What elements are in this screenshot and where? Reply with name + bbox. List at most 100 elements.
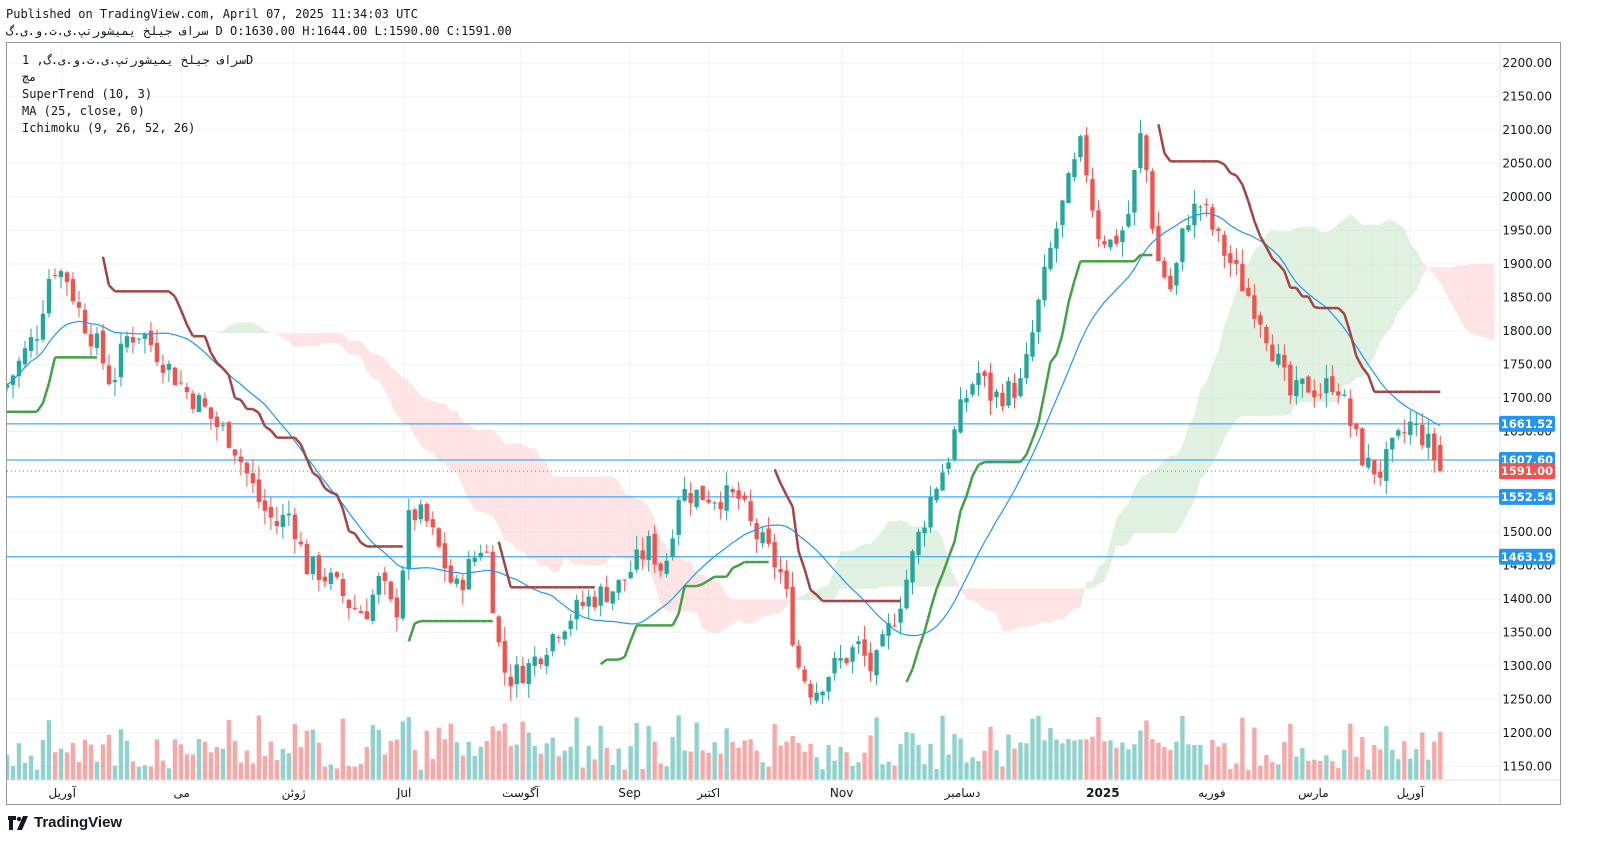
- volume-bar: [1360, 737, 1365, 780]
- candle-body: [1252, 295, 1257, 319]
- cloud-segment: [1182, 426, 1189, 524]
- volume-bar: [718, 753, 723, 780]
- supertrend-segment: [1037, 392, 1046, 424]
- cloud-segment: [1176, 446, 1183, 533]
- supertrend-segment: [1314, 305, 1321, 310]
- supertrend-segment: [227, 374, 237, 399]
- volume-bar: [16, 743, 22, 780]
- candle-body: [1366, 457, 1371, 468]
- price-chart[interactable]: 1150.00 1200.00 1250.00 1300.00 1350.00 1400.…: [7, 43, 1560, 804]
- volume-bar: [982, 750, 987, 780]
- supertrend-segment: [905, 668, 914, 683]
- price-tick-label: 1700.00: [1502, 391, 1552, 405]
- volume-bar: [220, 748, 226, 780]
- legend-supertrend[interactable]: SuperTrend (10, 3): [22, 87, 153, 101]
- cloud-segment: [954, 575, 961, 590]
- candle-body: [238, 456, 244, 463]
- volume-bar: [28, 755, 34, 780]
- candle-body: [472, 557, 477, 562]
- cloud-segment: [1320, 231, 1327, 403]
- cloud-segment: [1044, 588, 1051, 624]
- cloud-segment: [252, 322, 259, 334]
- volume-bar: [802, 751, 807, 780]
- volume-bar: [328, 764, 334, 780]
- chart-frame[interactable]: 1150.00 1200.00 1250.00 1300.00 1350.00 1400.…: [6, 42, 1561, 805]
- volume-bar: [952, 733, 957, 780]
- cloud-segment: [1224, 308, 1231, 439]
- candle-body: [88, 334, 94, 347]
- candle-body: [640, 550, 645, 560]
- legend-symbol[interactable]: سراف جیلخ یمیشورتپ.ی.ت.و.ی.گ, 1D: [22, 53, 254, 67]
- cloud-segment: [288, 333, 295, 347]
- candle-body: [1270, 344, 1275, 362]
- candle-body: [1024, 354, 1029, 379]
- volume-bar: [856, 762, 861, 780]
- candle-body: [358, 611, 363, 614]
- price-tick-label: 1850.00: [1502, 291, 1552, 305]
- volume-bar: [460, 755, 465, 780]
- supertrend-segment: [414, 619, 422, 625]
- cloud-segment: [876, 530, 883, 589]
- volume-bar: [1330, 761, 1335, 780]
- candle-body: [868, 652, 873, 672]
- cloud-segment: [372, 354, 379, 380]
- cloud-segment: [522, 444, 529, 560]
- cloud-segment: [846, 551, 853, 589]
- supertrend-segment: [1043, 362, 1052, 394]
- volume-bar: [1324, 755, 1329, 780]
- volume-bar: [394, 739, 399, 780]
- tradingview-logo[interactable]: TradingView: [8, 814, 122, 831]
- cloud-segment: [1482, 263, 1489, 338]
- volume-bar: [778, 745, 783, 780]
- supertrend-segment: [911, 648, 920, 670]
- supertrend-segment: [732, 564, 740, 570]
- volume-bar: [1186, 744, 1191, 780]
- cloud-segment: [1146, 470, 1153, 533]
- candle-body: [574, 599, 579, 620]
- price-tick-label: 1150.00: [1502, 760, 1552, 774]
- cloud-segment: [312, 333, 319, 347]
- candle-body: [1006, 381, 1011, 406]
- candle-body: [670, 538, 675, 557]
- time-tick-label: ژوئن: [282, 786, 306, 801]
- supertrend-segment: [108, 284, 116, 293]
- candle-body: [556, 637, 561, 639]
- volume-bar: [322, 766, 328, 780]
- legend-ma[interactable]: MA (25, close, 0): [22, 104, 145, 118]
- candle-body: [1102, 240, 1107, 245]
- candle-body: [862, 639, 867, 656]
- volume-bar: [850, 765, 855, 780]
- legend-ichimoku[interactable]: Ichimoku (9, 26, 52, 26): [22, 121, 196, 135]
- price-tick-label: 2100.00: [1502, 123, 1552, 137]
- price-tick-label: 2150.00: [1502, 90, 1552, 104]
- cloud-segment: [306, 333, 313, 347]
- price-tick-label: 1200.00: [1502, 726, 1552, 740]
- candle-body: [904, 579, 909, 609]
- supertrend-segment: [1055, 333, 1064, 355]
- supertrend-segment: [1217, 160, 1225, 166]
- candle-body: [1114, 235, 1119, 244]
- candle-body: [232, 449, 238, 456]
- candle-body: [1156, 225, 1161, 262]
- supertrend-segment: [1343, 313, 1352, 334]
- cloud-segment: [804, 590, 811, 600]
- cloud-segment: [1446, 267, 1453, 306]
- volume-bar: [994, 750, 999, 780]
- volume-bar: [658, 763, 663, 780]
- supertrend-segment: [101, 256, 111, 286]
- volume-bar: [406, 717, 411, 780]
- volume-bar: [340, 718, 346, 780]
- volume-bar: [142, 765, 148, 780]
- candle-body: [1066, 173, 1071, 204]
- candle-body: [400, 570, 405, 619]
- volume-bar: [160, 760, 166, 780]
- candle-body: [910, 551, 915, 583]
- cloud-segment: [672, 554, 679, 612]
- candle-body: [1030, 332, 1035, 357]
- cloud-segment: [1200, 382, 1207, 480]
- candle-body: [424, 503, 429, 522]
- candle-body: [820, 691, 825, 696]
- volume-bar: [1300, 748, 1305, 780]
- volume-bar: [1156, 742, 1161, 780]
- supertrend-segment: [312, 471, 320, 479]
